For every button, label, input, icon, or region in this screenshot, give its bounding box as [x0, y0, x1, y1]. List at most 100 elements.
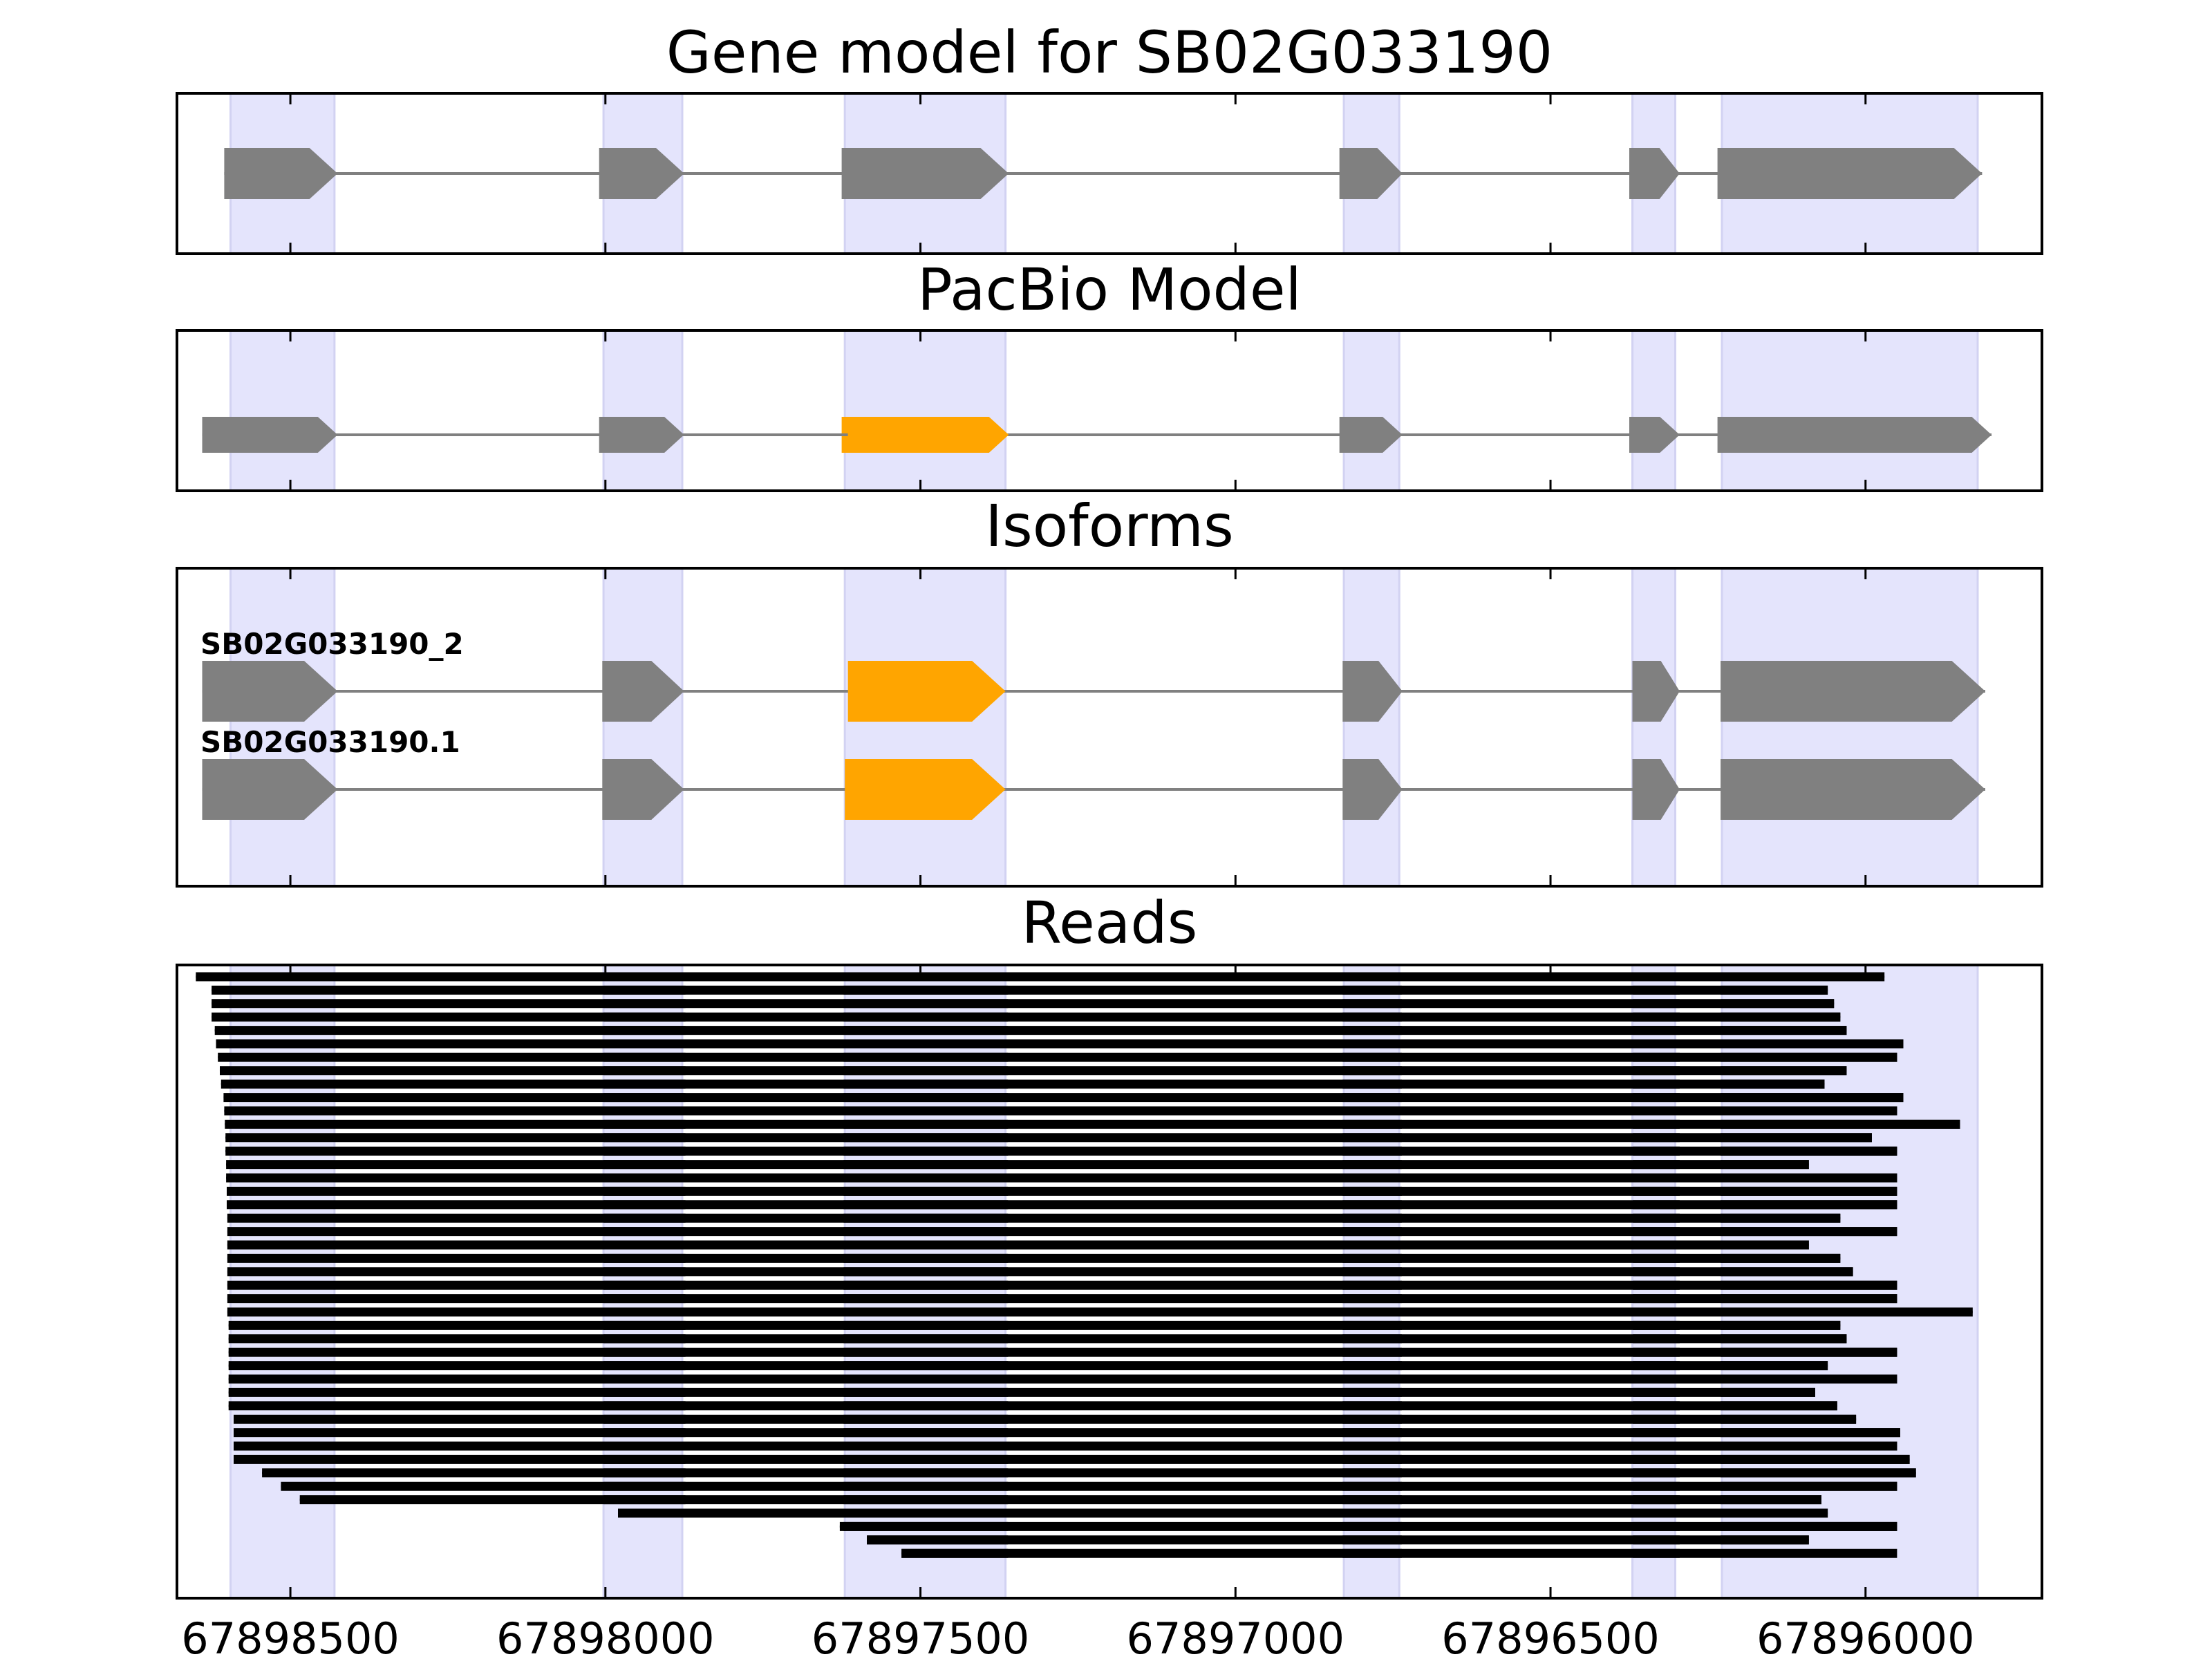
- read-block: [1633, 1401, 1680, 1411]
- read-block: [1342, 1280, 1402, 1290]
- exon: [1339, 148, 1403, 199]
- pacbio-model-title: PacBio Model: [917, 256, 1302, 324]
- exon: [1717, 148, 1983, 199]
- read-block: [221, 1079, 1825, 1089]
- read-block: [1342, 1026, 1402, 1035]
- read-block: [1342, 1294, 1402, 1304]
- read-block: [1721, 1468, 1916, 1478]
- x-tick-label: 67898000: [496, 1613, 715, 1659]
- alt-exon: [845, 759, 1006, 820]
- read-block: [603, 1428, 686, 1438]
- read-block: [227, 1267, 1853, 1277]
- read-block: [1721, 1374, 1897, 1384]
- read-block: [843, 1468, 1009, 1478]
- exon-highlight-band: [602, 329, 684, 492]
- read-block: [603, 1133, 686, 1143]
- read-block: [843, 1066, 1009, 1076]
- read-block: [843, 1374, 1009, 1384]
- exon-highlight-band: [843, 329, 1007, 492]
- read-block: [1633, 1548, 1680, 1558]
- read-block: [603, 1401, 686, 1411]
- exon: [1721, 661, 1985, 722]
- read-block: [1342, 1428, 1402, 1438]
- x-axis-tick-labels: 67898500 67898000 67897500 67897000 67896500…: [181, 1613, 1974, 1659]
- alt-exon: [847, 417, 1009, 453]
- read-block: [1721, 1227, 1897, 1237]
- read-block: [1721, 1052, 1897, 1062]
- read-block: [603, 1093, 686, 1103]
- read-block: [1721, 1119, 1960, 1129]
- read-block: [1633, 1334, 1680, 1344]
- read-block: [1721, 985, 1828, 995]
- exon-highlight-band: [843, 567, 1007, 888]
- isoform-label: SB02G033190.1: [200, 725, 460, 759]
- read-block: [1721, 1267, 1853, 1277]
- read-block: [299, 1495, 1822, 1505]
- read-block: [234, 1414, 1857, 1424]
- read-block: [1342, 1401, 1402, 1411]
- read-block: [1633, 1066, 1680, 1076]
- exon: [202, 661, 338, 722]
- read-block: [1342, 1093, 1402, 1103]
- exon: [1632, 759, 1680, 820]
- read-block: [212, 1012, 1841, 1022]
- read-block: [1721, 1307, 1973, 1317]
- read-block: [1342, 1468, 1402, 1478]
- exon: [1339, 417, 1403, 453]
- read-block: [1633, 1133, 1680, 1143]
- read-block: [603, 1468, 686, 1478]
- read-block: [1633, 1119, 1680, 1129]
- x-tick-label: 67898500: [181, 1613, 400, 1659]
- read-block: [1633, 1414, 1680, 1424]
- exon-highlight-band: [229, 567, 336, 888]
- exon-highlight-band: [229, 329, 336, 492]
- panel-reads: Reads: [176, 889, 2043, 1600]
- read-block: [214, 1026, 1847, 1035]
- read-block: [843, 1026, 1009, 1035]
- read-block: [1342, 1119, 1402, 1129]
- panel-isoforms: SB02G033190_2 SB02G033190.1 Isoforms: [176, 492, 2043, 888]
- read-block: [843, 1387, 1009, 1397]
- read-block: [1721, 1347, 1897, 1357]
- read-block: [1633, 972, 1680, 982]
- read-block: [227, 1307, 1973, 1317]
- read-block: [1633, 1347, 1680, 1357]
- read-block: [603, 1280, 686, 1290]
- read-block: [1633, 1521, 1680, 1531]
- read-block: [225, 1133, 1872, 1143]
- exon-highlight-band: [602, 567, 684, 888]
- read-block: [603, 1374, 686, 1384]
- read-block: [1721, 1093, 1904, 1103]
- read-block: [603, 1186, 686, 1196]
- read-block: [1342, 1066, 1402, 1076]
- exon-highlight-band: [1342, 567, 1400, 888]
- read-block: [1633, 1106, 1680, 1116]
- read-block: [603, 1361, 686, 1371]
- read-block: [1633, 1481, 1680, 1491]
- read-block: [843, 1240, 1009, 1250]
- read-block: [1342, 1012, 1402, 1022]
- read-block: [1342, 1347, 1402, 1357]
- exon-highlight-band: [1631, 329, 1677, 492]
- read-block: [843, 1347, 1009, 1357]
- read-block: [1342, 1334, 1402, 1344]
- read-block: [1721, 1361, 1828, 1371]
- read-block: [843, 1186, 1009, 1196]
- read-block: [603, 999, 686, 1009]
- read-block: [1342, 985, 1402, 995]
- read-block: [225, 1119, 1960, 1129]
- read-block: [1342, 1200, 1402, 1210]
- read-block: [603, 1026, 686, 1035]
- read-block: [212, 985, 1828, 995]
- read-block: [843, 985, 1009, 995]
- read-block: [603, 1454, 686, 1464]
- exon: [602, 759, 684, 820]
- read-block: [843, 1508, 1009, 1518]
- read-block: [1342, 1160, 1402, 1170]
- read-block: [603, 972, 686, 982]
- read-block: [1721, 1066, 1847, 1076]
- read-block: [1721, 1026, 1847, 1035]
- read-block: [1721, 1495, 1821, 1505]
- read-block: [1342, 1414, 1402, 1424]
- read-block: [1633, 1039, 1680, 1049]
